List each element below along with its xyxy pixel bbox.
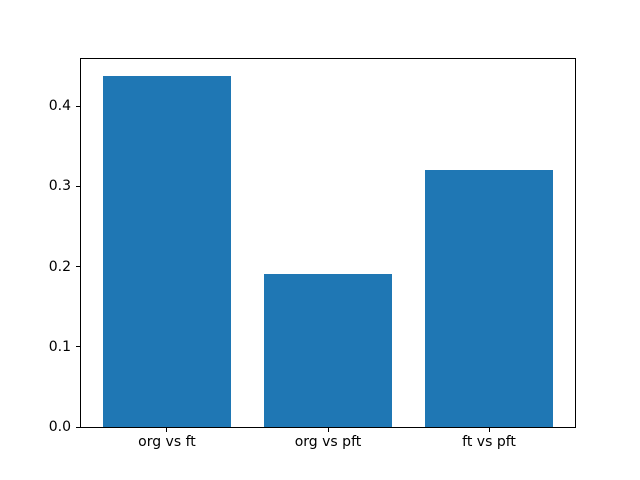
y-axis-tick	[76, 346, 80, 348]
x-tick-label: org vs pft	[294, 434, 362, 450]
y-tick-label: 0.3	[48, 178, 71, 195]
y-axis-tick	[76, 185, 80, 187]
bar-org-vs-pft	[263, 273, 393, 427]
y-tick-label: 0.1	[48, 338, 71, 355]
y-tick-label: 0.0	[48, 419, 71, 435]
y-axis-tick	[76, 426, 80, 428]
x-axis-tick	[166, 428, 168, 432]
y-axis-tick	[76, 266, 80, 268]
bar-org-vs-ft	[102, 75, 232, 427]
x-axis-tick	[327, 428, 329, 432]
x-axis-tick	[488, 428, 490, 432]
y-tick-label: 0.4	[48, 98, 71, 115]
x-tick-label: ft vs pft	[462, 434, 516, 450]
y-tick-label: 0.2	[48, 258, 71, 275]
bar-ft-vs-pft	[424, 169, 554, 427]
x-tick-label: org vs ft	[138, 434, 196, 450]
y-axis-tick	[76, 105, 80, 107]
